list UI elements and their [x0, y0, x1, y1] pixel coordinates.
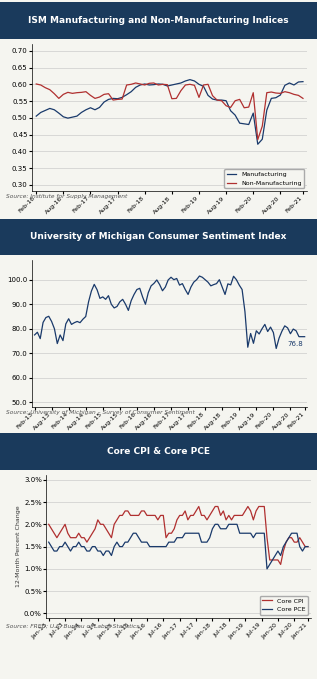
Line: Core PCE: Core PCE: [49, 524, 308, 569]
Manufacturing: [256, 140, 260, 148]
Core CPI: [178, 511, 182, 519]
Manufacturing: [301, 77, 305, 86]
Core CPI: [186, 516, 190, 524]
Manufacturing: [206, 91, 210, 99]
Text: ISM Manufacturing and Non-Manufacturing Indices: ISM Manufacturing and Non-Manufacturing …: [28, 16, 289, 25]
Non-Manufacturing: [102, 90, 106, 98]
Non-Manufacturing: [301, 94, 305, 103]
Core CPI: [82, 534, 86, 542]
Core CPI: [47, 520, 51, 528]
Text: University of Michigan Consumer Sentiment Index: University of Michigan Consumer Sentimen…: [30, 232, 287, 242]
Core PCE: [159, 543, 163, 551]
Core PCE: [120, 543, 124, 551]
Non-Manufacturing: [111, 96, 115, 104]
Core CPI: [159, 511, 163, 519]
Text: Source: Institute for Supply Management: Source: Institute for Supply Management: [6, 194, 127, 199]
Non-Manufacturing: [134, 79, 138, 87]
Non-Manufacturing: [80, 88, 83, 96]
Core CPI: [120, 511, 124, 519]
Core CPI: [197, 502, 201, 511]
Core CPI: [279, 560, 282, 568]
Core PCE: [178, 534, 182, 542]
Non-Manufacturing: [120, 95, 124, 103]
Non-Manufacturing: [34, 80, 38, 88]
Core PCE: [265, 565, 269, 573]
Legend: Core CPI, Core PCE: Core CPI, Core PCE: [260, 595, 307, 614]
Non-Manufacturing: [256, 136, 260, 144]
Non-Manufacturing: [125, 81, 129, 89]
Manufacturing: [125, 90, 129, 98]
Core PCE: [82, 543, 86, 551]
Text: Source: University of Michigan – Survey of Consumer Sentiment: Source: University of Michigan – Survey …: [6, 410, 195, 415]
Manufacturing: [188, 75, 192, 84]
Core PCE: [47, 538, 51, 546]
Line: Manufacturing: Manufacturing: [36, 79, 303, 144]
Text: Core CPI & Core PCE: Core CPI & Core PCE: [107, 447, 210, 456]
Text: Source: FRED; U.S. Bureau of Labor Statistics: Source: FRED; U.S. Bureau of Labor Stati…: [6, 624, 139, 629]
Manufacturing: [80, 109, 83, 117]
Manufacturing: [102, 98, 106, 106]
Manufacturing: [111, 94, 115, 103]
Line: Core CPI: Core CPI: [49, 507, 308, 564]
Line: Non-Manufacturing: Non-Manufacturing: [36, 83, 303, 140]
Y-axis label: 12-Month Percent Change: 12-Month Percent Change: [16, 506, 21, 587]
Manufacturing: [120, 93, 124, 101]
Core PCE: [213, 520, 217, 528]
Core CPI: [306, 543, 310, 551]
Non-Manufacturing: [206, 80, 210, 88]
Manufacturing: [34, 112, 38, 120]
Text: 76.8: 76.8: [288, 342, 303, 348]
Core CPI: [290, 534, 294, 542]
Legend: Manufacturing, Non-Manufacturing: Manufacturing, Non-Manufacturing: [224, 169, 304, 188]
Core PCE: [186, 529, 190, 537]
Core PCE: [290, 529, 294, 537]
Core PCE: [306, 543, 310, 551]
